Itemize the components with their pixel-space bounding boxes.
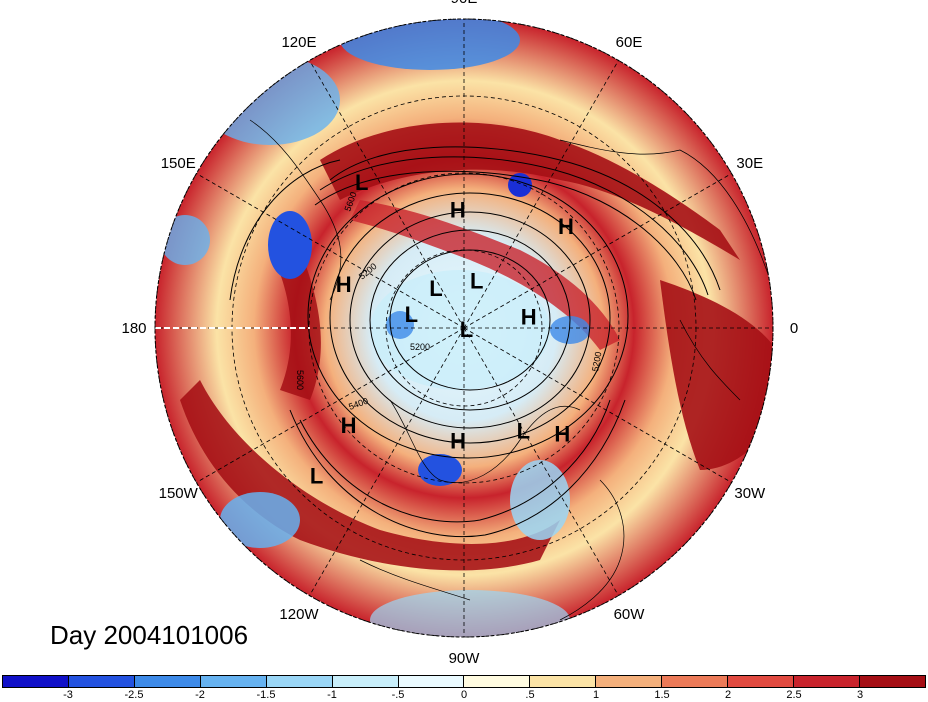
colorbar-cell [398,676,465,687]
cold-patch-north [340,19,520,70]
longitude-label: 90W [449,650,481,667]
date-title: Day 2004101006 [50,620,249,650]
colorbar-cell [68,676,135,687]
cold-patch-iceland [386,311,414,339]
colorbar-cell [859,676,925,687]
low-pressure-marker: L [355,170,368,195]
colorbar-tick-label: -2.5 [124,689,144,701]
colorbar-tick-label: -2 [195,689,205,701]
colorbar-tick-label: .5 [525,689,535,701]
colorbar-cell [530,676,597,687]
meridian-line [196,173,465,329]
colorbar-cell [464,676,531,687]
longitude-label: 60E [616,34,643,51]
colorbar-cell [662,676,729,687]
longitude-label: 180 [121,320,146,337]
colorbar-tick-label: 3 [856,689,864,701]
height-contours [229,146,721,538]
warm-band-east [660,280,773,470]
colorbar-cell [134,676,201,687]
cold-patch-siberia [508,173,532,197]
warm-band-west [270,250,321,400]
colorbar-tick-label: 1.5 [654,689,670,701]
colorbar: -3 -2.5 -2 -1.5 -1 -.5 0 .5 1 1.5 2 2.5 3 [0,675,928,702]
cold-patch-pacific [268,211,312,279]
longitude-label: 30W [734,485,766,502]
longitude-label: 150W [159,485,199,502]
meridian-line [463,327,732,483]
cold-patch-south [370,590,570,637]
high-pressure-marker: H [341,413,357,438]
longitude-label: 120E [281,34,316,51]
contour-label: 5200 [410,342,430,352]
low-pressure-marker: L [517,419,530,444]
coastlines [249,119,771,621]
longitude-label: 0 [790,320,798,337]
colorbar-cell [332,676,399,687]
cold-patch-atlantic [510,460,570,540]
longitude-label: 60W [614,606,646,623]
colorbar-tick-label: 1 [592,689,600,701]
high-pressure-marker: H [450,428,466,453]
colorbar-cell [728,676,795,687]
meridian-line [463,173,732,329]
cold-patch-pacific-se [220,492,300,548]
polar-map: 5600 5200 5200 5600 5400 5200 90E60E30E0… [121,0,798,667]
colorbar-cell [3,676,69,687]
low-pressure-marker: L [310,463,323,488]
low-pressure-marker: L [405,302,418,327]
colorbar-tick-label: -1.5 [256,689,276,701]
contour-label: 5200 [590,351,603,372]
low-pressure-marker: L [470,269,483,294]
high-pressure-marker: H [554,421,570,446]
meridian-line [463,60,619,329]
map-boundary [154,18,774,638]
high-pressure-marker: H [450,198,466,223]
meridian-line [463,327,619,596]
low-pressure-marker: L [429,276,442,301]
colorbar-cell [596,676,663,687]
cold-patch-canada [418,454,462,486]
longitude-label: 150E [161,155,196,172]
meridian-line [309,60,465,329]
high-pressure-marker: H [336,272,352,297]
cold-patch-dateline [160,215,210,265]
colorbar-tick-label: 2.5 [786,689,802,701]
warm-band-inner [350,200,620,350]
meridian-line [309,327,465,596]
colorbar-strip [2,675,926,688]
cold-patch-asia-ne [200,55,340,145]
colorbar-tick-label: 2 [724,689,732,701]
colorbar-cell [794,676,860,687]
colorbar-tick-label: -.5 [391,689,405,701]
colorbar-cell [266,676,333,687]
high-pressure-marker: H [521,305,537,330]
longitude-label: 30E [736,155,763,172]
longitude-label: 90E [451,0,478,7]
colorbar-tick-labels: -3 -2.5 -2 -1.5 -1 -.5 0 .5 1 1.5 2 2.5 3 [0,689,928,702]
longitude-label: 120W [279,606,319,623]
colorbar-cell [200,676,267,687]
colorbar-tick-label: -1 [327,689,337,701]
warm-band-north [320,122,740,260]
colorbar-tick-label: -3 [63,689,73,701]
cold-patch-europe [550,316,590,344]
contour-label: 5600 [295,370,305,390]
high-pressure-marker: H [558,214,574,239]
low-pressure-marker: L [460,317,473,342]
longitude-labels: 90E 60E 30E 0 30W 60W 90W 120W 150W 180 150E 120E [121,0,798,667]
meridian-line [196,327,465,483]
colorbar-tick-label: 0 [460,689,468,701]
